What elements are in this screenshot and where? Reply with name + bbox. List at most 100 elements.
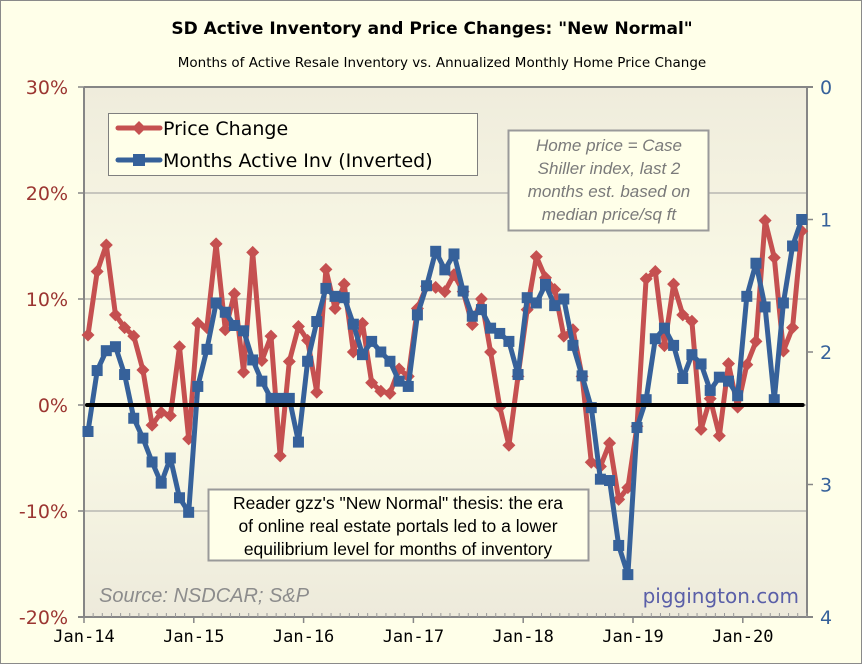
price-change-point: [237, 365, 251, 379]
months-inventory-point: [475, 304, 487, 316]
price-change-point: [603, 436, 617, 450]
chart-subtitle: Months of Active Resale Inventory vs. An…: [178, 55, 706, 71]
months-inventory-point: [265, 392, 277, 404]
series-months-inventory: [82, 214, 808, 581]
legend: Price Change Months Active Inv (Inverted…: [108, 113, 478, 176]
months-inventory-point: [777, 297, 789, 309]
months-inventory-point: [457, 285, 469, 297]
months-inventory-point: [82, 426, 94, 437]
months-inventory-point: [411, 309, 423, 321]
price-change-point: [639, 272, 653, 286]
months-inventory-point: [430, 245, 442, 257]
months-inventory-point: [283, 392, 295, 404]
x-tick-label: Jan-16: [273, 627, 334, 647]
months-inventory-point: [219, 306, 231, 318]
price-change-point: [218, 323, 232, 337]
months-inventory-point: [347, 318, 359, 330]
months-inventory-point: [759, 301, 771, 313]
y-tick-label-left: 30%: [26, 77, 68, 99]
price-change-point: [685, 314, 699, 328]
thesis-annotation: Reader gzz's "New Normal" thesis: the er…: [207, 488, 590, 562]
legend-item-inventory: Months Active Inv (Inverted): [115, 150, 433, 172]
y-axis-right-ticks: 0 1 2 3 4: [807, 77, 832, 629]
months-inventory-point: [485, 322, 497, 334]
legend-label-inventory: Months Active Inv (Inverted): [163, 150, 433, 172]
note-box: [507, 129, 710, 232]
price-change-point: [767, 251, 781, 265]
price-change-point: [127, 329, 141, 343]
x-tick-label: Jan-15: [163, 627, 224, 647]
months-inventory-point: [357, 349, 368, 361]
x-tick-label: Jan-20: [712, 627, 773, 647]
y-axis-left-ticks: 30% 20% 10% 0% -10% -20%: [19, 77, 84, 629]
months-inventory-point: [119, 369, 131, 381]
months-inventory-point: [366, 335, 378, 347]
price-change-point: [383, 386, 397, 400]
months-inventory-point: [393, 375, 405, 387]
months-inventory-point: [302, 355, 314, 367]
months-inventory-point: [174, 492, 185, 504]
months-inventory-point: [750, 257, 762, 269]
months-inventory-point: [704, 384, 716, 396]
price-change-point: [346, 345, 360, 359]
months-inventory-point: [201, 343, 213, 355]
price-change-point: [712, 429, 726, 443]
months-inventory-point: [549, 300, 561, 312]
square-marker-icon: [133, 154, 145, 166]
months-inventory-point: [91, 365, 103, 377]
months-inventory-point: [796, 214, 808, 225]
months-inventory-point: [787, 240, 799, 252]
price-change-point: [191, 316, 205, 330]
months-inventory-point: [274, 392, 286, 404]
price-change-point: [328, 302, 342, 316]
months-inventory-point: [613, 539, 625, 551]
price-change-point: [209, 237, 223, 251]
months-inventory-point: [183, 506, 195, 518]
months-inventory-point: [311, 316, 323, 328]
price-change-point: [319, 262, 333, 276]
price-change-point: [264, 329, 278, 343]
months-inventory-point: [585, 402, 597, 414]
y-tick-label-left: 20%: [26, 183, 68, 205]
price-change-point: [502, 438, 516, 452]
series-layer: [81, 214, 809, 581]
x-tick-label: Jan-19: [602, 627, 663, 647]
months-inventory-point: [503, 335, 515, 347]
chart-title: SD Active Inventory and Price Changes: "…: [171, 19, 692, 39]
price-change-point: [246, 245, 260, 259]
price-change-point: [273, 449, 287, 463]
months-inventory-point: [631, 422, 643, 434]
thesis-line-2: of online real estate portals led to a l…: [238, 516, 557, 536]
y-tick-label-right: 0: [820, 77, 832, 99]
price-change-point: [173, 340, 186, 354]
price-change-point: [694, 422, 708, 436]
price-change-point: [374, 384, 388, 398]
months-inventory-point: [292, 436, 304, 448]
y-tick-label-left: 10%: [26, 289, 68, 311]
note-annotation: Home price = Case Shiller index, last 2 …: [507, 129, 710, 232]
y-tick-label-right: 4: [820, 607, 832, 629]
y-tick-label-left: -20%: [19, 607, 68, 629]
months-inventory-point: [439, 264, 451, 276]
months-inventory-point: [320, 282, 332, 294]
price-change-point: [612, 492, 626, 506]
note-line-4: median price/sq ft: [542, 205, 677, 224]
months-inventory-point: [521, 292, 533, 304]
months-inventory-point: [768, 394, 780, 406]
months-inventory-point: [732, 390, 744, 402]
months-inventory-point: [695, 358, 707, 370]
thesis-line-1: Reader gzz's "New Normal" thesis: the er…: [233, 493, 563, 513]
months-inventory-point: [686, 349, 698, 361]
x-tick-label: Jan-14: [53, 627, 114, 647]
price-change-point: [90, 264, 104, 278]
price-change-point: [429, 280, 443, 294]
legend-box: [108, 113, 478, 176]
months-inventory-point: [146, 456, 158, 468]
months-inventory-point: [466, 310, 478, 322]
months-inventory-point: [576, 370, 588, 382]
months-inventory-point: [338, 292, 350, 304]
months-inventory-point: [192, 380, 204, 392]
y-tick-label-left: 0%: [38, 395, 68, 417]
note-line-3: months est. based on: [528, 182, 691, 201]
